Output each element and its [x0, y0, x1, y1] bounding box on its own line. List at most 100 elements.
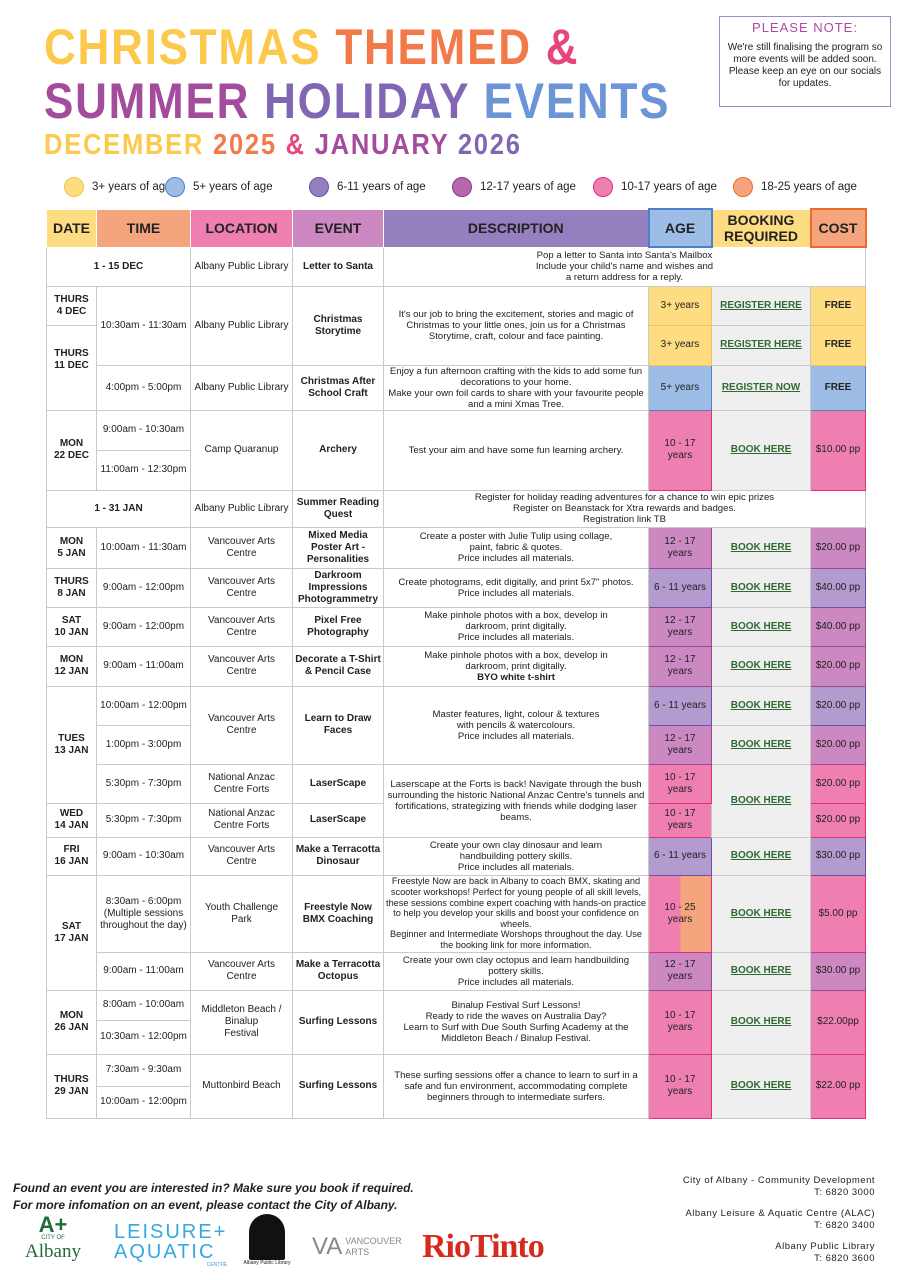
book-link[interactable]: BOOK HERE: [730, 444, 792, 455]
event-cell: Archery: [292, 409, 384, 491]
description-cell: Create photograms, edit digitally, and p…: [383, 567, 649, 608]
cost-cell: $30.00 pp: [810, 836, 866, 876]
logo-text: CENTRE: [206, 1262, 228, 1268]
title-word: 2026: [457, 129, 522, 161]
book-link[interactable]: BOOK HERE: [730, 738, 792, 750]
age-cell: 12 - 17 years: [648, 951, 712, 991]
legend-item: 3+ years of age: [64, 177, 172, 197]
logo-text: LEISURE+: [114, 1221, 228, 1243]
booking-cell: BOOK HERE: [711, 951, 811, 991]
title-word: 2025: [212, 129, 277, 161]
legend-dot-icon: [64, 177, 84, 197]
book-link[interactable]: BOOK HERE: [730, 794, 792, 806]
header-booking: BOOKING REQUIRED: [711, 208, 811, 248]
cost-cell: FREE: [810, 324, 866, 366]
time-cell: 7:30am - 9:30am: [96, 1053, 191, 1087]
title-word: DECEMBER: [44, 129, 205, 161]
description-cell: It's our job to bring the excitement, st…: [383, 285, 649, 366]
cost-cell: $22.00pp: [810, 989, 866, 1055]
book-link[interactable]: BOOK HERE: [730, 581, 792, 593]
book-link[interactable]: BOOK HERE: [730, 620, 792, 632]
legend-dot-icon: [165, 177, 185, 197]
age-legend: 3+ years of age 5+ years of age 6-11 yea…: [0, 177, 905, 199]
age-cell: 10 - 17 years: [648, 802, 712, 838]
albany-public-library-logo: Albany Public Library: [238, 1214, 296, 1267]
register-link[interactable]: REGISTER HERE: [720, 299, 802, 311]
cost-cell: $20.00 pp: [810, 526, 866, 569]
time-cell: 10:30am - 12:00pm: [96, 1019, 191, 1055]
main-title-line-2: SUMMER HOLIDAY EVENTS: [44, 76, 670, 126]
cost-cell: FREE: [810, 364, 866, 411]
event-cell: Mixed Media Poster Art - Personalities: [292, 526, 384, 569]
table-row: 4:00pm - 5:00pm Albany Public Library Ch…: [47, 364, 866, 411]
contact-name: Albany Leisure & Aquatic Centre (ALAC): [685, 1208, 875, 1219]
description-cell: Test your aim and have some fun learning…: [383, 409, 649, 491]
booking-cell: REGISTER HERE: [711, 285, 811, 326]
event-cell: Surfing Lessons: [292, 989, 384, 1055]
book-link[interactable]: BOOK HERE: [730, 1080, 792, 1091]
booking-cell: BOOK HERE: [711, 724, 811, 765]
book-link[interactable]: BOOK HERE: [730, 1016, 792, 1027]
cost-cell: $10.00 pp: [810, 409, 866, 491]
age-cell: 10 - 17 years: [648, 989, 712, 1055]
title-word: CHRISTMAS: [44, 19, 322, 75]
location-cell: Vancouver Arts Centre: [190, 606, 293, 647]
description-cell: Pop a letter to Santa into Santa's Mailb…: [383, 246, 866, 287]
booking-cell: BOOK HERE: [711, 763, 811, 838]
booking-cell: BOOK HERE: [711, 685, 811, 726]
legend-item: 6-11 years of age: [309, 177, 426, 197]
logo-text: CITY OF: [41, 1235, 65, 1241]
age-cell: 10 - 25 years: [648, 874, 712, 953]
logo-text: VANCOUVER: [345, 1236, 402, 1246]
city-of-albany-logo: A+ CITY OF Albany: [20, 1212, 86, 1262]
book-link[interactable]: BOOK HERE: [730, 907, 792, 919]
booking-cell: BOOK HERE: [711, 1053, 811, 1119]
note-text: We're still finalising the program so mo…: [727, 42, 883, 89]
table-row: THURS 29 JAN 7:30am - 9:30am Muttonbird …: [46, 1053, 866, 1119]
book-link[interactable]: BOOK HERE: [730, 660, 792, 671]
event-cell: Surfing Lessons: [292, 1053, 384, 1119]
albany-mark-icon: A+: [38, 1212, 68, 1237]
description-cell: Register for holiday reading adventures …: [383, 489, 866, 528]
cost-cell: $20.00 pp: [810, 645, 866, 687]
title-word: THEMED: [335, 19, 532, 75]
booking-cell: BOOK HERE: [711, 989, 811, 1055]
book-link[interactable]: BOOK HERE: [730, 541, 792, 553]
description-text: Make pinhole photos with a box, develop …: [424, 649, 608, 672]
booking-cell: REGISTER HERE: [711, 324, 811, 366]
register-link[interactable]: REGISTER HERE: [720, 339, 802, 350]
age-cell: 3+ years: [648, 285, 712, 326]
contact-item: Albany Leisure & Aquatic Centre (ALAC) T:…: [683, 1208, 875, 1232]
cost-cell: $20.00 pp: [810, 763, 866, 804]
age-cell: 6 - 11 years: [648, 685, 712, 726]
date-cell: FRI 16 JAN: [46, 836, 97, 876]
location-cell: Albany Public Library: [190, 285, 293, 366]
time-cell: 9:00am - 11:00am: [96, 951, 191, 991]
register-link[interactable]: REGISTER NOW: [721, 381, 801, 393]
title-word: JANUARY: [314, 129, 449, 161]
description-cell: Enjoy a fun afternoon crafting with the …: [383, 364, 649, 411]
book-link[interactable]: BOOK HERE: [730, 850, 792, 861]
location-cell: Vancouver Arts Centre: [190, 645, 293, 687]
location-cell: Middleton Beach / Binalup Festival: [190, 989, 293, 1055]
date-cell: THURS 4 DEC: [46, 285, 97, 326]
title-word: SUMMER: [44, 73, 251, 129]
time-cell: 4:00pm - 5:00pm: [96, 364, 191, 411]
header-date: DATE: [46, 208, 97, 248]
event-cell: Learn to Draw Faces: [292, 685, 384, 765]
table-row: SAT 10 JAN 9:00am - 12:00pm Vancouver Ar…: [46, 606, 866, 647]
footer-line: For more infomation on an event, please …: [13, 1198, 398, 1212]
time-cell: 8:00am - 10:00am: [96, 989, 191, 1021]
book-link[interactable]: BOOK HERE: [730, 699, 792, 711]
age-cell: 10 - 17 years: [648, 409, 712, 491]
event-cell: LaserScape: [292, 802, 384, 838]
cost-cell: $22.00 pp: [810, 1053, 866, 1119]
book-link[interactable]: BOOK HERE: [730, 965, 792, 976]
date-cell: MON 22 DEC: [46, 409, 97, 491]
time-cell: 8:30am - 6:00pm (Multiple sessions throu…: [96, 874, 191, 953]
event-cell: Decorate a T-Shirt & Pencil Case: [292, 645, 384, 687]
event-cell: Make a Terracotta Dinosaur: [292, 836, 384, 876]
contact-name: Albany Public Library: [775, 1241, 875, 1252]
description-note: BYO white t-shirt: [477, 671, 555, 683]
logo-text: Albany: [25, 1241, 81, 1262]
